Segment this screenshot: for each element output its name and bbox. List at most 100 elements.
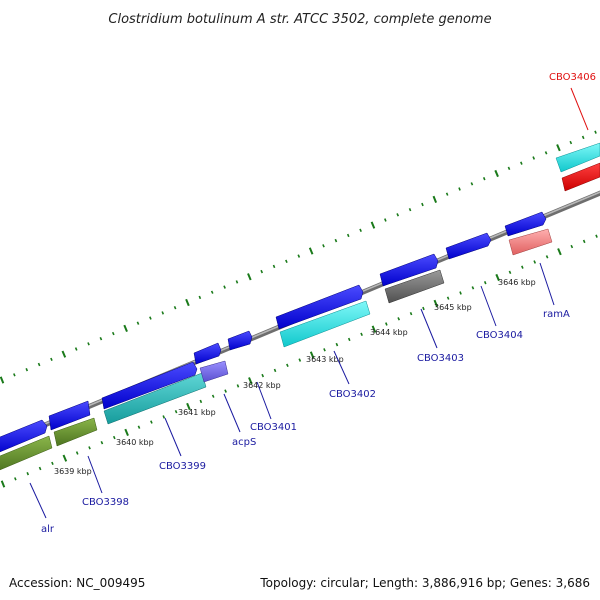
- gene-feature-alr-blue[interactable]: [0, 419, 48, 454]
- minor-tick: [286, 363, 289, 368]
- minor-tick: [360, 332, 363, 337]
- major-tick: [248, 377, 253, 385]
- minor-tick: [26, 472, 30, 476]
- gene-label-cbo3399[interactable]: CBO3399: [159, 461, 206, 472]
- gene-label-acps[interactable]: acpS: [232, 437, 256, 448]
- gene-feature-cbo3403-blue[interactable]: [379, 253, 439, 287]
- gene-feature-rama-blue[interactable]: [504, 211, 547, 237]
- gene-label-cbo3398[interactable]: CBO3398: [82, 497, 129, 508]
- minor-tick: [13, 373, 16, 377]
- minor-tick: [74, 347, 78, 351]
- gene-label-alr[interactable]: alr: [41, 524, 55, 535]
- major-tick: [432, 195, 438, 203]
- minor-tick: [544, 151, 548, 155]
- scale-label: 3642 kbp: [243, 381, 281, 390]
- gene-label-cbo3404[interactable]: CBO3404: [476, 330, 523, 341]
- minor-tick: [458, 187, 461, 191]
- major-tick: [557, 248, 562, 256]
- minor-tick: [149, 316, 152, 320]
- gene-feature-cbo3398-blue[interactable]: [48, 400, 91, 431]
- gene-feature-cbo3401-blue[interactable]: [227, 330, 253, 351]
- outer-tick-track: [0, 130, 597, 384]
- scale-label: 3646 kbp: [498, 278, 536, 287]
- minor-tick: [582, 239, 586, 244]
- minor-tick: [174, 409, 178, 414]
- gene-feature-acps-blue[interactable]: [193, 342, 222, 365]
- minor-tick: [409, 311, 413, 316]
- major-tick: [370, 221, 376, 229]
- minor-tick: [50, 357, 53, 362]
- gene-feature-cyan[interactable]: [555, 142, 600, 173]
- minor-tick: [581, 135, 585, 140]
- major-tick: [0, 480, 6, 488]
- major-tick: [309, 351, 315, 359]
- minor-tick: [272, 264, 276, 269]
- minor-tick: [569, 140, 573, 145]
- minor-tick: [137, 425, 141, 429]
- gene-feature-cbo3399-teal[interactable]: [103, 372, 207, 425]
- minor-tick: [446, 296, 450, 300]
- gene-label-cbo3406[interactable]: CBO3406: [549, 72, 596, 83]
- minor-tick: [347, 337, 351, 342]
- major-tick: [495, 273, 500, 282]
- minor-tick: [75, 451, 79, 455]
- minor-tick: [322, 244, 325, 248]
- gene-feature-acps-purple[interactable]: [199, 360, 229, 383]
- minor-tick: [521, 265, 524, 269]
- minor-tick: [38, 466, 42, 471]
- gene-feature-cbo3398-olive[interactable]: [53, 417, 98, 447]
- minor-tick: [224, 389, 227, 393]
- minor-tick: [136, 321, 140, 325]
- major-tick: [62, 454, 68, 462]
- minor-tick: [235, 280, 239, 284]
- minor-tick: [99, 336, 103, 341]
- minor-tick: [100, 440, 104, 445]
- scale-labels: 3639 kbp 3640 kbp 3641 kbp 3642 kbp 3643…: [54, 278, 536, 476]
- gene-label-rama[interactable]: ramA: [543, 309, 570, 320]
- gene-feature-rama-pink[interactable]: [508, 228, 553, 256]
- minor-tick: [594, 130, 597, 134]
- minor-tick: [396, 213, 400, 217]
- minor-tick: [223, 285, 226, 289]
- minor-tick: [470, 182, 474, 186]
- inner-tick-track: [0, 234, 598, 488]
- minor-tick: [273, 368, 277, 373]
- minor-tick: [211, 394, 215, 398]
- gene-label-cbo3401[interactable]: CBO3401: [250, 422, 297, 433]
- gene-feature-cbo3402-blue[interactable]: [275, 284, 364, 330]
- gene-feature-red[interactable]: [561, 162, 600, 192]
- gene-feature-alr-olive[interactable]: [0, 435, 53, 472]
- minor-tick: [173, 305, 177, 310]
- minor-tick: [595, 234, 598, 238]
- minor-tick: [421, 202, 424, 207]
- gene-label-cbo3403[interactable]: CBO3403: [417, 353, 464, 364]
- scale-label: 3643 kbp: [306, 355, 344, 364]
- minor-tick: [335, 342, 339, 347]
- minor-tick: [397, 317, 401, 321]
- minor-tick: [260, 269, 264, 274]
- minor-tick: [346, 233, 350, 238]
- gene-feature-cbo3402-cyan[interactable]: [279, 300, 371, 348]
- minor-tick: [445, 192, 449, 196]
- minor-tick: [25, 368, 29, 372]
- minor-tick: [199, 399, 203, 404]
- minor-tick: [459, 291, 462, 295]
- scale-label: 3640 kbp: [116, 438, 154, 447]
- gene-label-cbo3402[interactable]: CBO3402: [329, 389, 376, 400]
- major-tick: [494, 169, 499, 178]
- minor-tick: [37, 362, 41, 367]
- scale-label: 3641 kbp: [178, 408, 216, 417]
- scale-label: 3644 kbp: [370, 328, 408, 337]
- gene-feature-cbo3399-blue[interactable]: [101, 361, 198, 410]
- minor-tick: [508, 270, 512, 275]
- minor-tick: [162, 415, 166, 419]
- major-tick: [0, 376, 5, 384]
- minor-tick: [471, 286, 475, 290]
- minor-tick: [408, 207, 412, 212]
- minor-tick: [51, 461, 54, 466]
- gene-feature-cbo3404-blue[interactable]: [445, 232, 492, 260]
- scale-label: 3645 kbp: [434, 303, 472, 312]
- accession-text: Accession: NC_009495: [9, 576, 145, 590]
- gene-feature-cbo3403-gray[interactable]: [384, 269, 445, 304]
